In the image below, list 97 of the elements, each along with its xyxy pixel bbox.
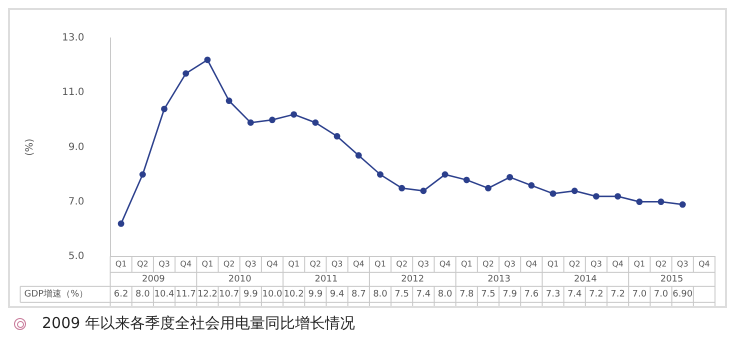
data-label: 7.4: [567, 290, 582, 300]
x-tick-label: Q3: [676, 259, 688, 268]
point: [139, 171, 146, 178]
point: [571, 188, 578, 194]
text: 2009: [142, 274, 166, 285]
x-tick-label: Q1: [202, 259, 214, 268]
point: [614, 193, 622, 200]
x-tick-label: Q4: [266, 259, 278, 268]
text: 2011: [314, 274, 338, 285]
point: [226, 98, 232, 104]
data-label: 10.4: [154, 290, 175, 300]
point: [182, 70, 190, 77]
data-label: 8.0: [373, 290, 388, 300]
x-tick-label: Q4: [352, 259, 364, 268]
text: 2013: [488, 274, 510, 285]
data-label: 7.4: [416, 290, 431, 300]
point: [398, 184, 406, 192]
point: [247, 119, 254, 126]
x-tick-label: Q1: [374, 259, 386, 268]
x-tick-label: Q2: [482, 259, 494, 268]
x-tick-label: Q3: [244, 259, 256, 268]
y-tick-label: 9.0: [68, 142, 84, 153]
x-tick-label: Q4: [439, 259, 451, 268]
data-label: 10.7: [219, 290, 240, 300]
point: [312, 119, 319, 126]
point: [161, 106, 168, 112]
x-tick-label: Q3: [590, 259, 602, 268]
data-label: 7.9: [502, 290, 518, 300]
point: [484, 184, 492, 192]
text: 2009 年以来各季度全社会用电量同比增长情况: [42, 314, 355, 333]
data-label: 6.90: [672, 290, 693, 300]
point: [550, 190, 556, 197]
point: [442, 171, 448, 178]
x-tick-label: Q2: [396, 259, 408, 268]
point: [269, 116, 276, 124]
y-tick-label: 5.0: [68, 250, 84, 262]
x-tick-label: Q3: [331, 259, 343, 268]
point: [334, 133, 340, 140]
data-label: 11.7: [176, 290, 196, 300]
data-label: 8.0: [438, 290, 452, 300]
data-label: 12.2: [197, 290, 218, 300]
point: [290, 111, 298, 118]
data-label: 8.0: [136, 290, 150, 300]
x-tick-label: Q3: [418, 259, 430, 268]
y-tick-label: 7.0: [68, 196, 84, 208]
x-tick-label: Q2: [310, 259, 322, 268]
x-tick-label: Q2: [223, 259, 235, 268]
x-tick-label: Q2: [655, 259, 667, 268]
x-tick-label: Q4: [612, 259, 624, 268]
data-label: 7.8: [459, 290, 474, 300]
point: [376, 171, 384, 178]
point: [420, 188, 427, 194]
data-label: 10.0: [262, 290, 283, 300]
x-tick-label: Q1: [115, 259, 127, 268]
point: [658, 198, 664, 206]
x-tick-label: Q2: [136, 259, 148, 268]
x-tick-label: Q3: [504, 259, 516, 268]
data-label: 8.7: [351, 290, 366, 300]
x-tick-label: Q2: [568, 259, 580, 268]
text: 2014: [574, 274, 598, 285]
text: 2010: [228, 274, 252, 285]
point: [636, 198, 643, 206]
point: [679, 201, 686, 208]
text: 2015: [660, 274, 684, 285]
point: [204, 56, 211, 64]
data-label: 7.5: [481, 290, 496, 300]
data-label: 9.9: [243, 290, 258, 300]
data-label: 7.0: [654, 290, 668, 300]
data-label: 9.4: [330, 290, 344, 300]
data-label: 7.6: [524, 290, 539, 300]
point: [463, 176, 470, 184]
x-tick-label: Q1: [634, 259, 646, 268]
x-tick-label: Q1: [288, 259, 300, 268]
x-tick-label: Q3: [158, 259, 170, 268]
point: [506, 174, 514, 180]
data-label: 7.5: [394, 290, 409, 300]
text: 2012: [401, 274, 424, 285]
data-label: 6.2: [114, 290, 128, 300]
data-label: 7.2: [610, 290, 625, 300]
y-axis-title: (%): [24, 138, 36, 156]
x-tick-label: Q4: [526, 259, 538, 268]
y-tick-label: 11.0: [62, 87, 84, 98]
point: [592, 193, 600, 200]
data-label: 7.2: [589, 290, 604, 300]
x-tick-label: Q4: [180, 259, 192, 268]
x-tick-label: Q4: [698, 259, 710, 268]
data-label: 7.3: [546, 290, 560, 300]
point: [528, 182, 535, 189]
data-label: 7.0: [632, 290, 647, 300]
text: GDP增速（%）: [24, 288, 88, 300]
data-label: 9.9: [308, 290, 323, 300]
y-tick-label: 13.0: [62, 32, 84, 44]
point: [118, 220, 124, 227]
x-tick-label: Q1: [460, 259, 472, 268]
x-tick-label: Q1: [547, 259, 559, 268]
data-label: 10.2: [284, 290, 304, 300]
point: [355, 152, 362, 159]
